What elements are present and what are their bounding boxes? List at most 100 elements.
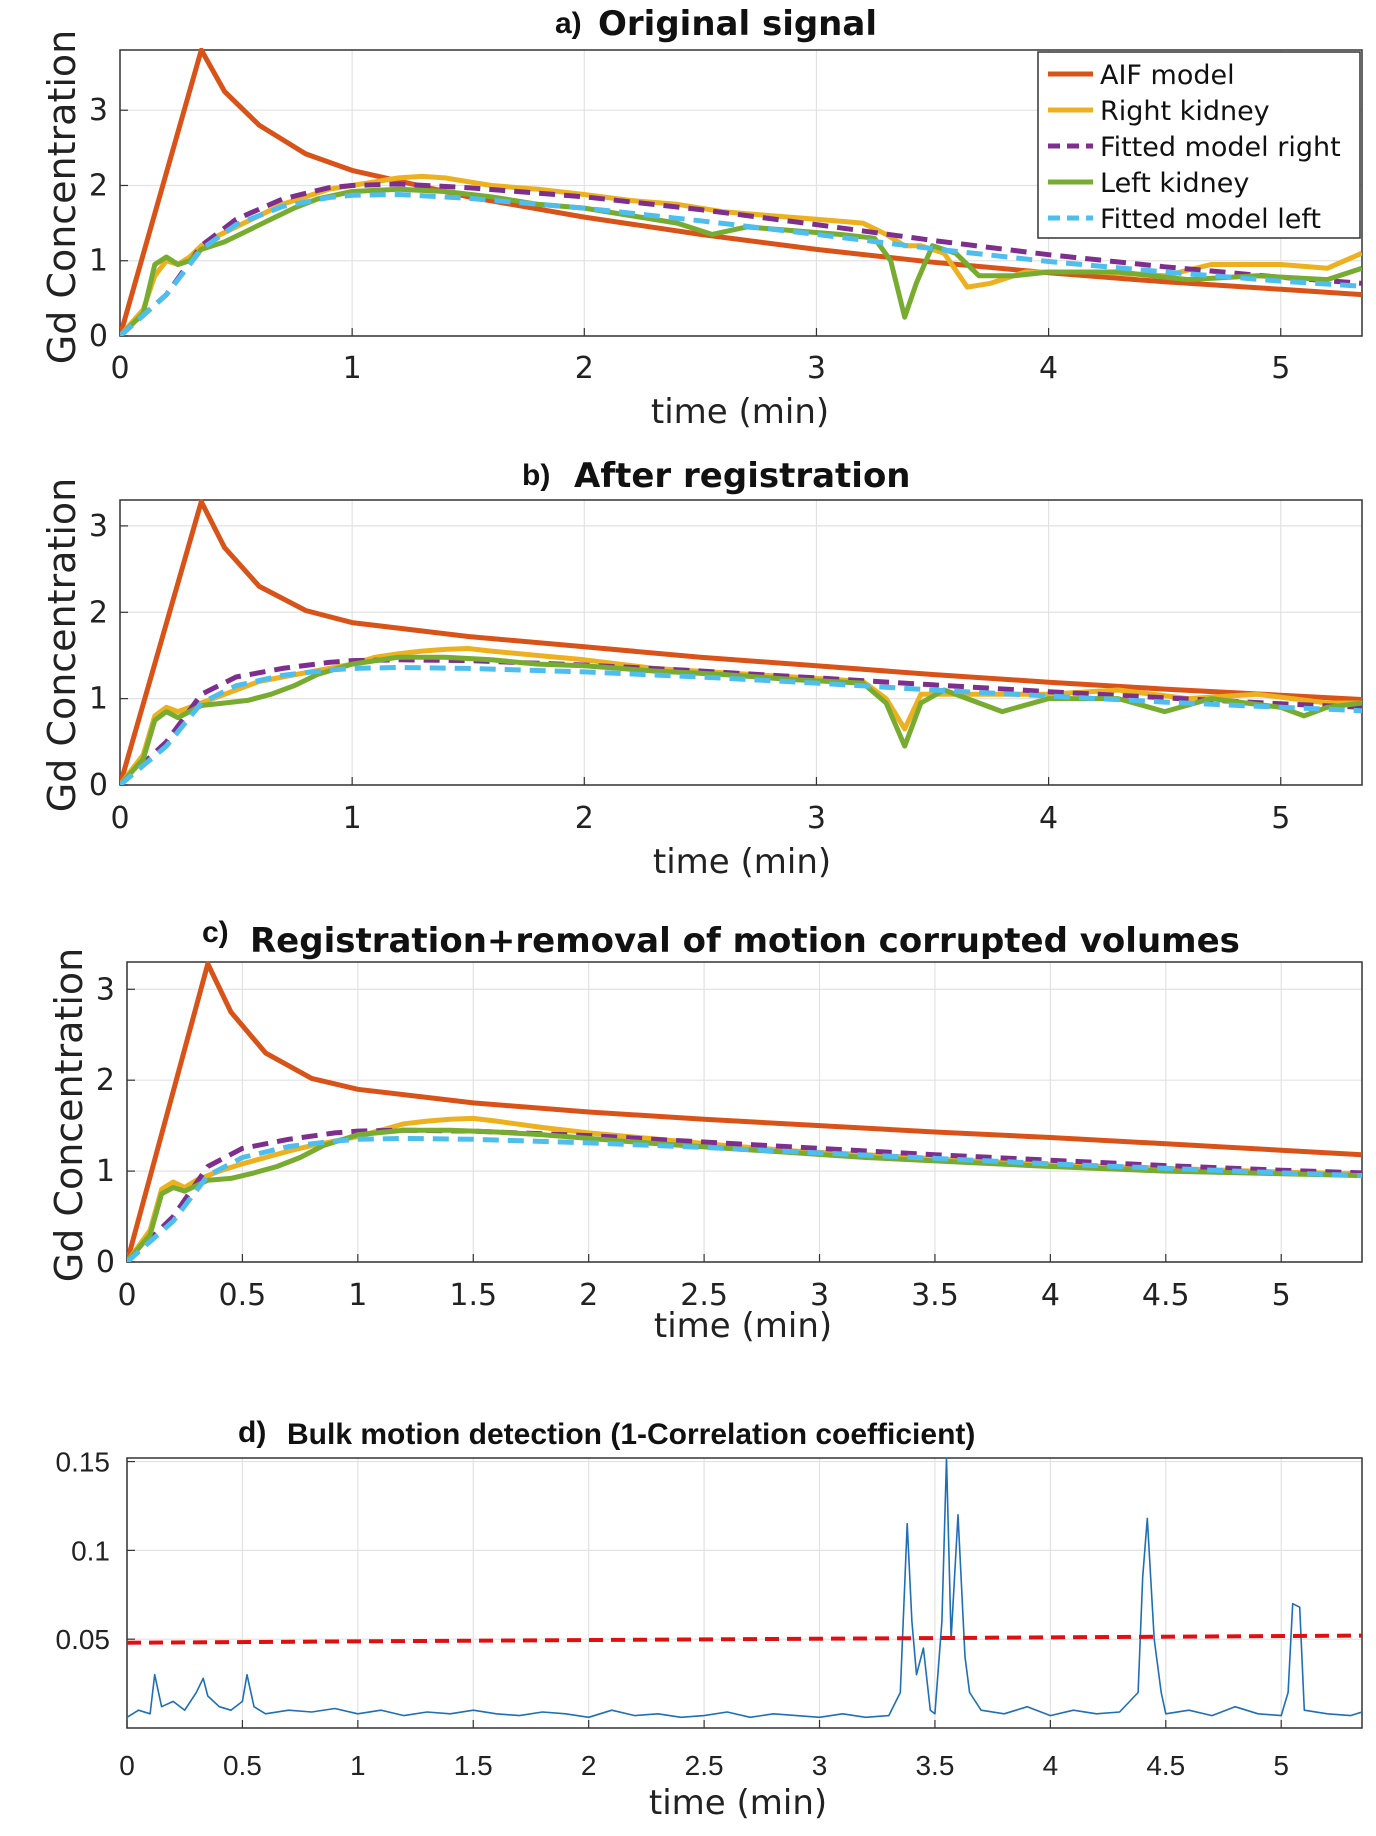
x-tick-label: 4	[1043, 1750, 1059, 1781]
series-aif-model	[120, 48, 1362, 336]
x-tick-label: 2	[579, 1278, 598, 1313]
x-tick-label: 4	[1041, 1278, 1060, 1313]
x-tick-label: 0.5	[223, 1750, 262, 1781]
series-aif-model	[127, 961, 1362, 1262]
x-tick-label: 2.5	[685, 1750, 724, 1781]
x-tick-label: 4	[1039, 351, 1058, 386]
x-tick-label: 5	[1271, 801, 1290, 836]
x-tick-label: 0	[117, 1278, 136, 1313]
legend: AIF model Right kidney Fitted model right L…	[1037, 51, 1361, 239]
x-tick-label: 1	[343, 801, 362, 836]
y-tick-label: 0.05	[56, 1624, 111, 1655]
panel-b-xlabel: time (min)	[653, 842, 831, 882]
chart-c: 0 0.5 1 1.5 2 2.5 3 3.5 4 4.5 5 0 1 2 3	[96, 961, 1363, 1313]
y-tick-label: 1	[89, 682, 108, 717]
x-tick-label: 1.5	[449, 1278, 497, 1313]
series-1-correlation-coefficient	[127, 1457, 1362, 1719]
axes-box	[119, 499, 1363, 786]
series-left-kidney	[120, 654, 1362, 785]
x-tick-label: 5	[1272, 1278, 1291, 1313]
x-tick-label: 4	[1039, 801, 1058, 836]
x-tick-label: 2.5	[680, 1278, 728, 1313]
x-tick-label: 3	[807, 801, 826, 836]
series-fitted-model-left	[127, 1135, 1362, 1262]
x-tick-label: 1	[348, 1278, 367, 1313]
plot-layer: 0 1 2 3 4 5 0 1 2 3 AIF model Right kidney Fitted mo…	[56, 48, 1363, 1781]
y-tick-label: 3	[89, 93, 108, 128]
panel-b-ylabel: Gd Concentration	[40, 478, 84, 812]
series-right-kidney	[127, 1115, 1362, 1262]
series-fitted-model-right	[120, 657, 1362, 785]
y-tick-label: 0	[89, 319, 108, 354]
x-tick-label: 3.5	[915, 1750, 954, 1781]
x-tick-label: 0	[110, 801, 129, 836]
panel-b-title: After registration	[574, 456, 911, 496]
series-right-kidney	[120, 646, 1362, 785]
panel-b: b) After registration Gd Concentration t…	[40, 456, 911, 882]
y-tick-label: 2	[89, 595, 108, 630]
panel-a: a) Original signal Gd Concentration time…	[40, 4, 877, 432]
panel-a-ylabel: Gd Concentration	[40, 30, 84, 364]
legend-label: Fitted model right	[1100, 132, 1341, 163]
panel-a-title: Original signal	[598, 4, 877, 44]
panel-d: d) Bulk motion detection (1-Correlation …	[238, 1416, 975, 1823]
series-fitted-model-right	[127, 1127, 1362, 1262]
y-tick-label: 0	[96, 1245, 115, 1280]
x-tick-label: 5	[1273, 1750, 1289, 1781]
panel-c-xlabel: time (min)	[654, 1306, 832, 1346]
y-tick-label: 2	[89, 168, 108, 203]
series-group	[120, 48, 1362, 336]
x-tick-label: 4.5	[1146, 1750, 1185, 1781]
y-tick-label: 1	[96, 1154, 115, 1189]
panel-c: c) Registration+removal of motion corrup…	[47, 916, 1240, 1346]
panel-d-xlabel: time (min)	[649, 1783, 827, 1823]
chart-d: 0 0.5 1 1.5 2 2.5 3 3.5 4 4.5 5 0.05 0.1 0.15	[56, 1447, 1363, 1781]
panel-a-xlabel: time (min)	[651, 392, 829, 432]
series-group	[127, 961, 1362, 1262]
series-fitted-model-right	[120, 181, 1362, 336]
y-tick-label: 3	[96, 972, 115, 1007]
series-group	[127, 1457, 1362, 1719]
axes-box	[126, 961, 1363, 1263]
panel-c-title: Registration+removal of motion corrupted…	[250, 921, 1240, 961]
legend-label: Left kidney	[1100, 168, 1249, 199]
y-tick-label: 0.15	[56, 1447, 111, 1478]
panel-b-label: b)	[522, 459, 550, 492]
legend-label: Right kidney	[1100, 96, 1270, 127]
panel-c-ylabel: Gd Concentration	[47, 948, 91, 1282]
x-tick-label: 2	[575, 801, 594, 836]
x-tick-label: 3.5	[911, 1278, 959, 1313]
y-tick-label: 3	[89, 509, 108, 544]
legend-label: AIF model	[1100, 60, 1235, 91]
x-tick-label: 0.5	[219, 1278, 267, 1313]
x-tick-label: 2	[575, 351, 594, 386]
axes-box	[119, 49, 1363, 337]
x-tick-label: 0	[119, 1750, 135, 1781]
x-tick-label: 3	[807, 351, 826, 386]
series-group	[120, 499, 1362, 785]
x-tick-label: 3	[812, 1750, 828, 1781]
chart-b: 0 1 2 3 4 5 0 1 2 3	[89, 499, 1363, 836]
x-tick-label: 1.5	[454, 1750, 493, 1781]
series-aif-model	[120, 499, 1362, 785]
x-tick-label: 1	[350, 1750, 366, 1781]
panel-d-title: Bulk motion detection (1-Correlation coe…	[287, 1418, 975, 1451]
y-tick-label: 0.1	[71, 1535, 110, 1566]
panel-c-label: c)	[202, 916, 229, 949]
y-tick-label: 0	[89, 768, 108, 803]
series-left-kidney	[120, 186, 1362, 336]
y-tick-label: 1	[89, 244, 108, 279]
series-threshold	[127, 1633, 1362, 1645]
x-tick-label: 0	[110, 351, 129, 386]
series-fitted-model-left	[120, 665, 1362, 785]
y-tick-label: 2	[96, 1063, 115, 1098]
chart-a: 0 1 2 3 4 5 0 1 2 3 AIF model Right kidney Fitted mo…	[89, 48, 1363, 386]
panel-a-label: a)	[555, 7, 582, 40]
axes-box	[126, 1457, 1363, 1729]
x-tick-label: 2	[581, 1750, 597, 1781]
x-tick-label: 4.5	[1142, 1278, 1190, 1313]
panel-d-label: d)	[238, 1416, 266, 1449]
x-tick-label: 5	[1271, 351, 1290, 386]
x-tick-label: 1	[343, 351, 362, 386]
